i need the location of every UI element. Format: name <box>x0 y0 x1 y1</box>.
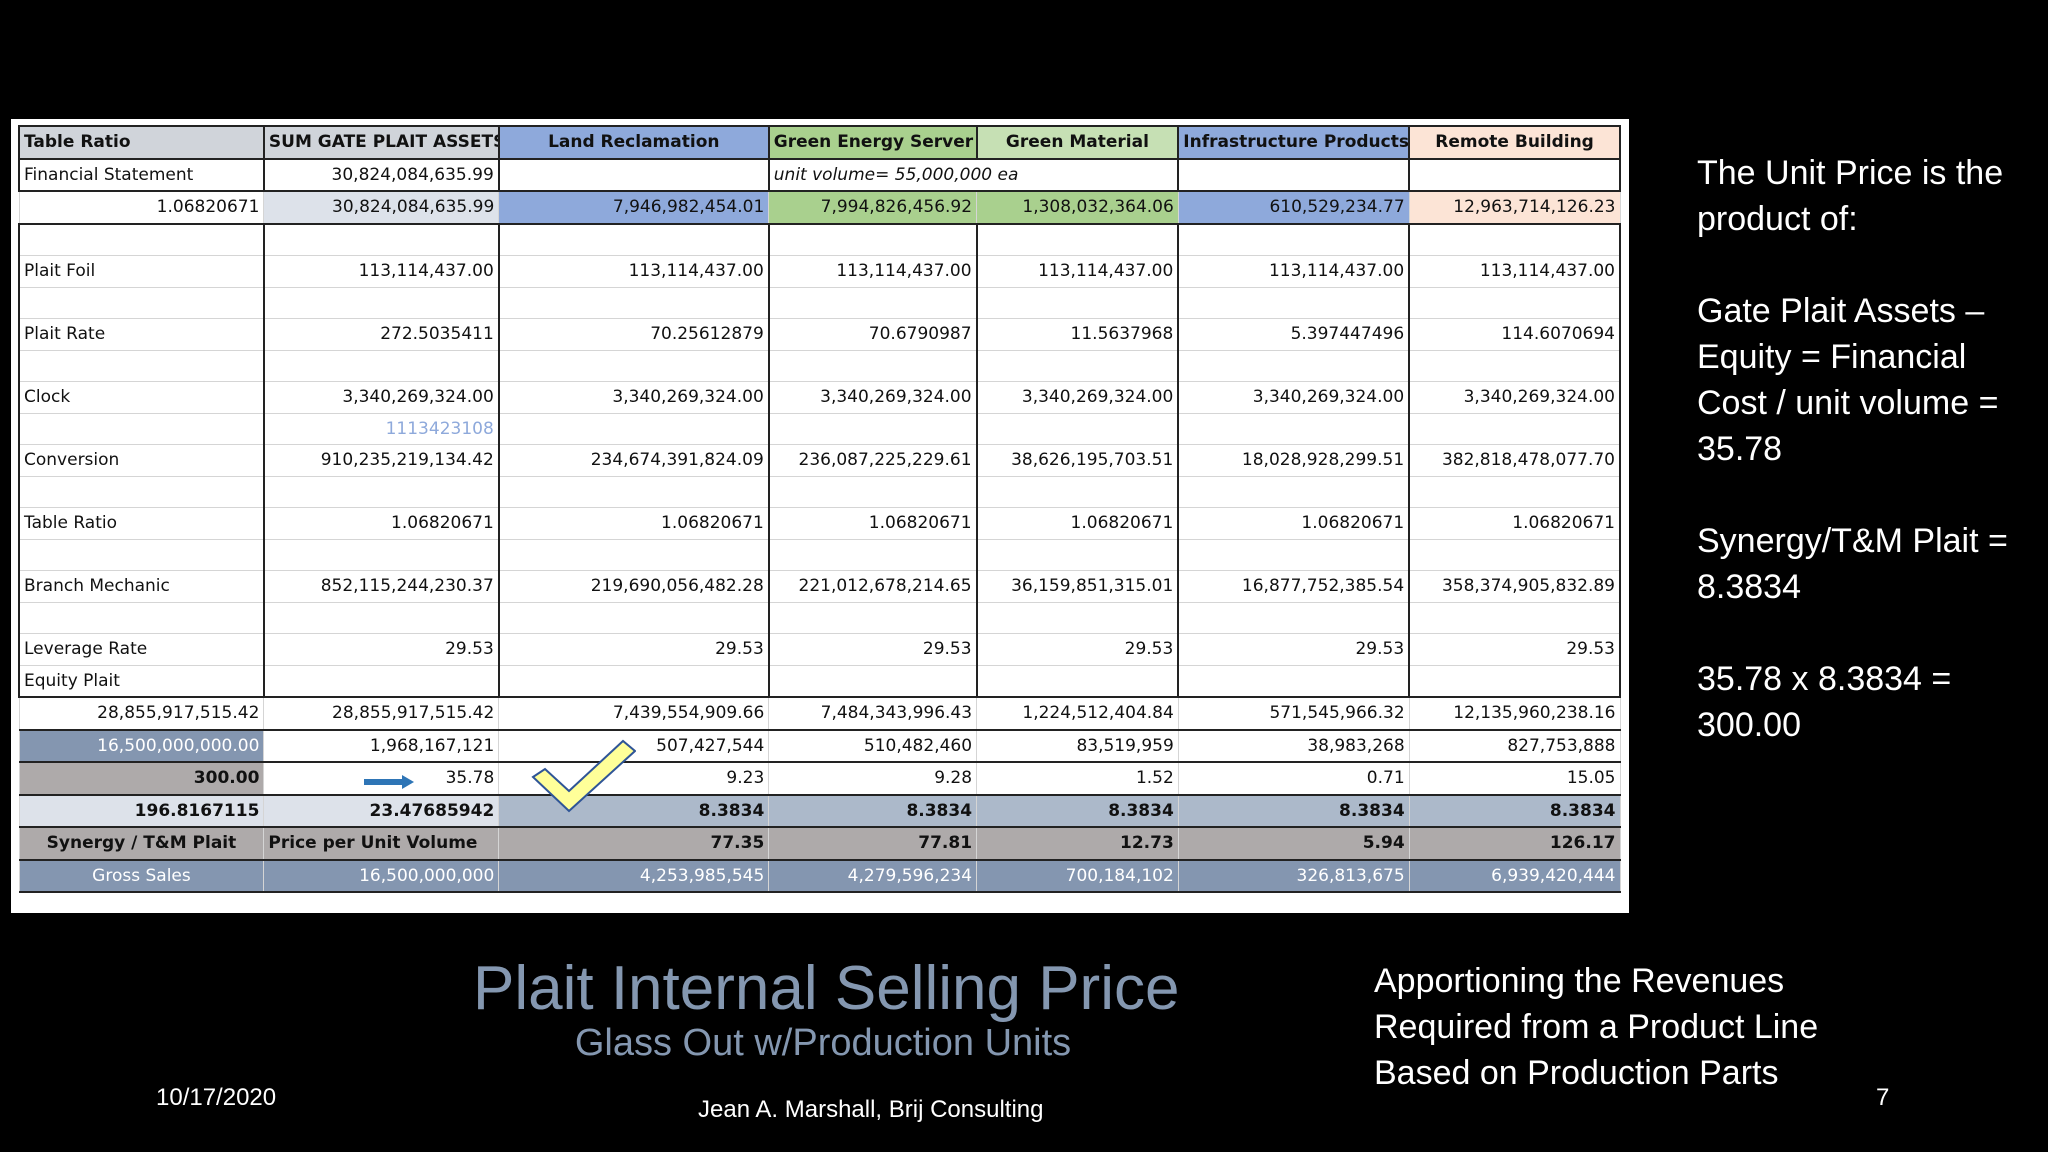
header-table-ratio: Table Ratio <box>18 125 265 160</box>
header-green-energy: Green Energy Server <box>767 125 978 160</box>
sidebar-line: Synergy/T&M Plait = 8.3834 <box>1697 522 2008 606</box>
slide-subtitle: Glass Out w/Production Units <box>574 1022 1072 1064</box>
cell: 30,824,084,635.99 <box>262 158 500 192</box>
table-row: Clock 3,340,269,324.00 3,340,269,324.00 … <box>18 381 1621 414</box>
cell: 7,946,982,454.01 <box>498 190 770 225</box>
table-row: Plait Foil 113,114,437.00 113,114,437.00… <box>18 255 1621 288</box>
header-infrastructure: Infrastructure Products <box>1177 125 1411 160</box>
header-sum-assets: SUM GATE PLAIT ASSETS <box>262 125 500 160</box>
header-remote-building: Remote Building <box>1408 125 1621 160</box>
cell: 12,963,714,126.23 <box>1408 190 1621 225</box>
slide-title: Plait Internal Selling Price <box>473 954 1180 1023</box>
table-row: 1113423108 <box>18 412 1621 445</box>
row-label: Clock <box>18 381 265 414</box>
table-row: Financial Statement 30,824,084,635.99 un… <box>18 158 1621 192</box>
header-land-reclamation: Land Reclamation <box>497 125 770 160</box>
table-row: 300.00 35.78 9.23 9.28 1.52 0.71 15.05 <box>18 761 1621 796</box>
table-row: 16,500,000,000.00 1,968,167,121 507,427,… <box>18 728 1621 763</box>
row-label: Branch Mechanic <box>18 570 265 603</box>
row-label: Conversion <box>18 444 265 477</box>
cell: 1.06820671 <box>18 190 265 225</box>
cell: 1,308,032,364.06 <box>976 190 1179 225</box>
table-row: Branch Mechanic 852,115,244,230.37 219,6… <box>18 570 1621 603</box>
table-row: Leverage Rate 29.53 29.53 29.53 29.53 29… <box>18 633 1621 666</box>
table-row: 28,855,917,515.42 28,855,917,515.42 7,43… <box>18 696 1621 731</box>
row-label: Table Ratio <box>18 507 265 540</box>
sidebar-line: 35.78 x 8.3834 = 300.00 <box>1697 660 1952 744</box>
slide-author: Jean A. Marshall, Brij Consulting <box>698 1096 1044 1123</box>
slide-date: 10/17/2020 <box>156 1084 277 1111</box>
row-label: Financial Statement <box>18 158 265 192</box>
plait-table: Table Ratio SUM GATE PLAIT ASSETS Land R… <box>18 125 1621 893</box>
table-row: 196.8167115 23.47685942 8.3834 8.3834 8.… <box>18 793 1621 828</box>
cell: 30,824,084,635.99 <box>263 190 500 225</box>
table-row: Equity Plait <box>18 664 1621 698</box>
row-label: Leverage Rate <box>18 633 265 666</box>
checkmark-icon <box>531 739 636 813</box>
table-row: Plait Rate 272.5035411 70.25612879 70.67… <box>18 318 1621 351</box>
cell: 610,529,234.77 <box>1177 190 1410 225</box>
row-label: Plait Foil <box>18 255 265 288</box>
arrow-right-icon <box>364 775 414 789</box>
clock-sub-value: 1113423108 <box>262 412 500 445</box>
table-row: Conversion 910,235,219,134.42 234,674,39… <box>18 444 1621 477</box>
explanation-sidebar: The Unit Price is the product of: Gate P… <box>1697 150 2037 794</box>
page-number: 7 <box>1876 1084 1890 1111</box>
sidebar-line: Gate Plait Assets – Equity = Financial C… <box>1697 292 1999 468</box>
sidebar-line: The Unit Price is the product of: <box>1697 154 2004 238</box>
header-green-material: Green Material <box>975 125 1180 160</box>
table-row: Synergy / T&M Plait Price per Unit Volum… <box>18 826 1621 861</box>
table-row: Table Ratio 1.06820671 1.06820671 1.0682… <box>18 507 1621 540</box>
spreadsheet-image: Table Ratio SUM GATE PLAIT ASSETS Land R… <box>11 119 1629 913</box>
table-row: 1.06820671 30,824,084,635.99 7,946,982,4… <box>18 190 1621 225</box>
row-label: Plait Rate <box>18 318 265 351</box>
unit-volume-note: unit volume= 55,000,000 ea <box>768 158 1179 192</box>
table-header-row: Table Ratio SUM GATE PLAIT ASSETS Land R… <box>18 125 1621 160</box>
table-row: Gross Sales 16,500,000,000 4,253,985,545… <box>18 858 1621 893</box>
row-label: Equity Plait <box>18 664 265 698</box>
cell: 7,994,826,456.92 <box>768 190 978 225</box>
apportion-text: Apportioning the Revenues Required from … <box>1374 962 1819 1092</box>
